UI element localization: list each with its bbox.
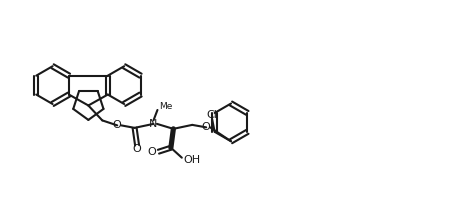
Text: O: O xyxy=(202,122,211,132)
Text: Cl: Cl xyxy=(207,110,218,120)
Text: O: O xyxy=(133,144,141,154)
Text: Me: Me xyxy=(159,103,173,111)
Text: O: O xyxy=(113,120,122,130)
Text: O: O xyxy=(147,147,156,157)
Text: OH: OH xyxy=(184,155,201,165)
Text: N: N xyxy=(149,119,157,129)
